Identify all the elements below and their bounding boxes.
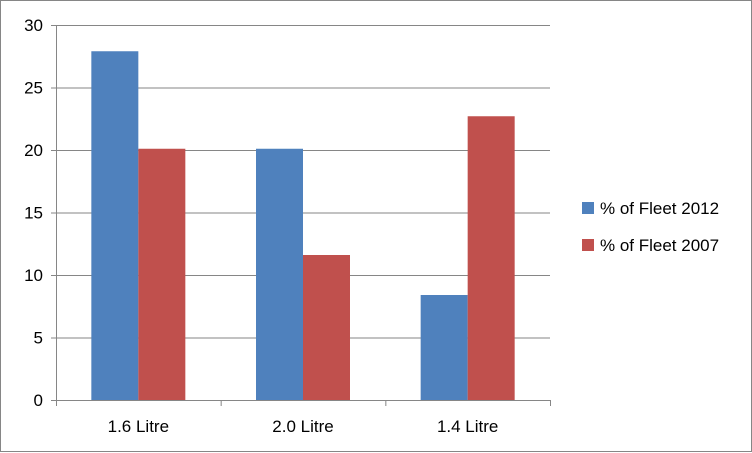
- bar-2012-1: [256, 148, 303, 400]
- x-category-label: 1.4 Litre: [437, 417, 498, 436]
- y-tick-label: 20: [24, 141, 43, 160]
- legend: % of Fleet 2012 % of Fleet 2007: [582, 199, 719, 255]
- bars: [91, 51, 515, 400]
- y-tick-label: 0: [34, 391, 43, 410]
- bar-2007-2: [467, 116, 515, 400]
- x-category-label: 2.0 Litre: [272, 417, 333, 436]
- y-tick-label: 25: [24, 79, 43, 98]
- bar-2012-2: [420, 295, 468, 400]
- y-axis-ticks: 0 5 10 15 20 25 30: [24, 16, 56, 410]
- legend-label: % of Fleet 2012: [600, 199, 719, 218]
- bar-2012-0: [91, 51, 139, 400]
- y-tick-label: 10: [24, 266, 43, 285]
- x-axis-labels: 1.6 Litre 2.0 Litre 1.4 Litre: [108, 417, 499, 436]
- axes: [56, 25, 551, 406]
- bar-2007-1: [303, 255, 350, 400]
- legend-label: % of Fleet 2007: [600, 236, 719, 255]
- legend-swatch: [582, 202, 594, 214]
- x-category-label: 1.6 Litre: [108, 417, 169, 436]
- y-tick-label: 5: [34, 329, 43, 348]
- y-tick-label: 15: [24, 204, 43, 223]
- y-tick-label: 30: [24, 16, 43, 35]
- bar-2007-0: [138, 148, 186, 400]
- legend-swatch: [582, 239, 594, 251]
